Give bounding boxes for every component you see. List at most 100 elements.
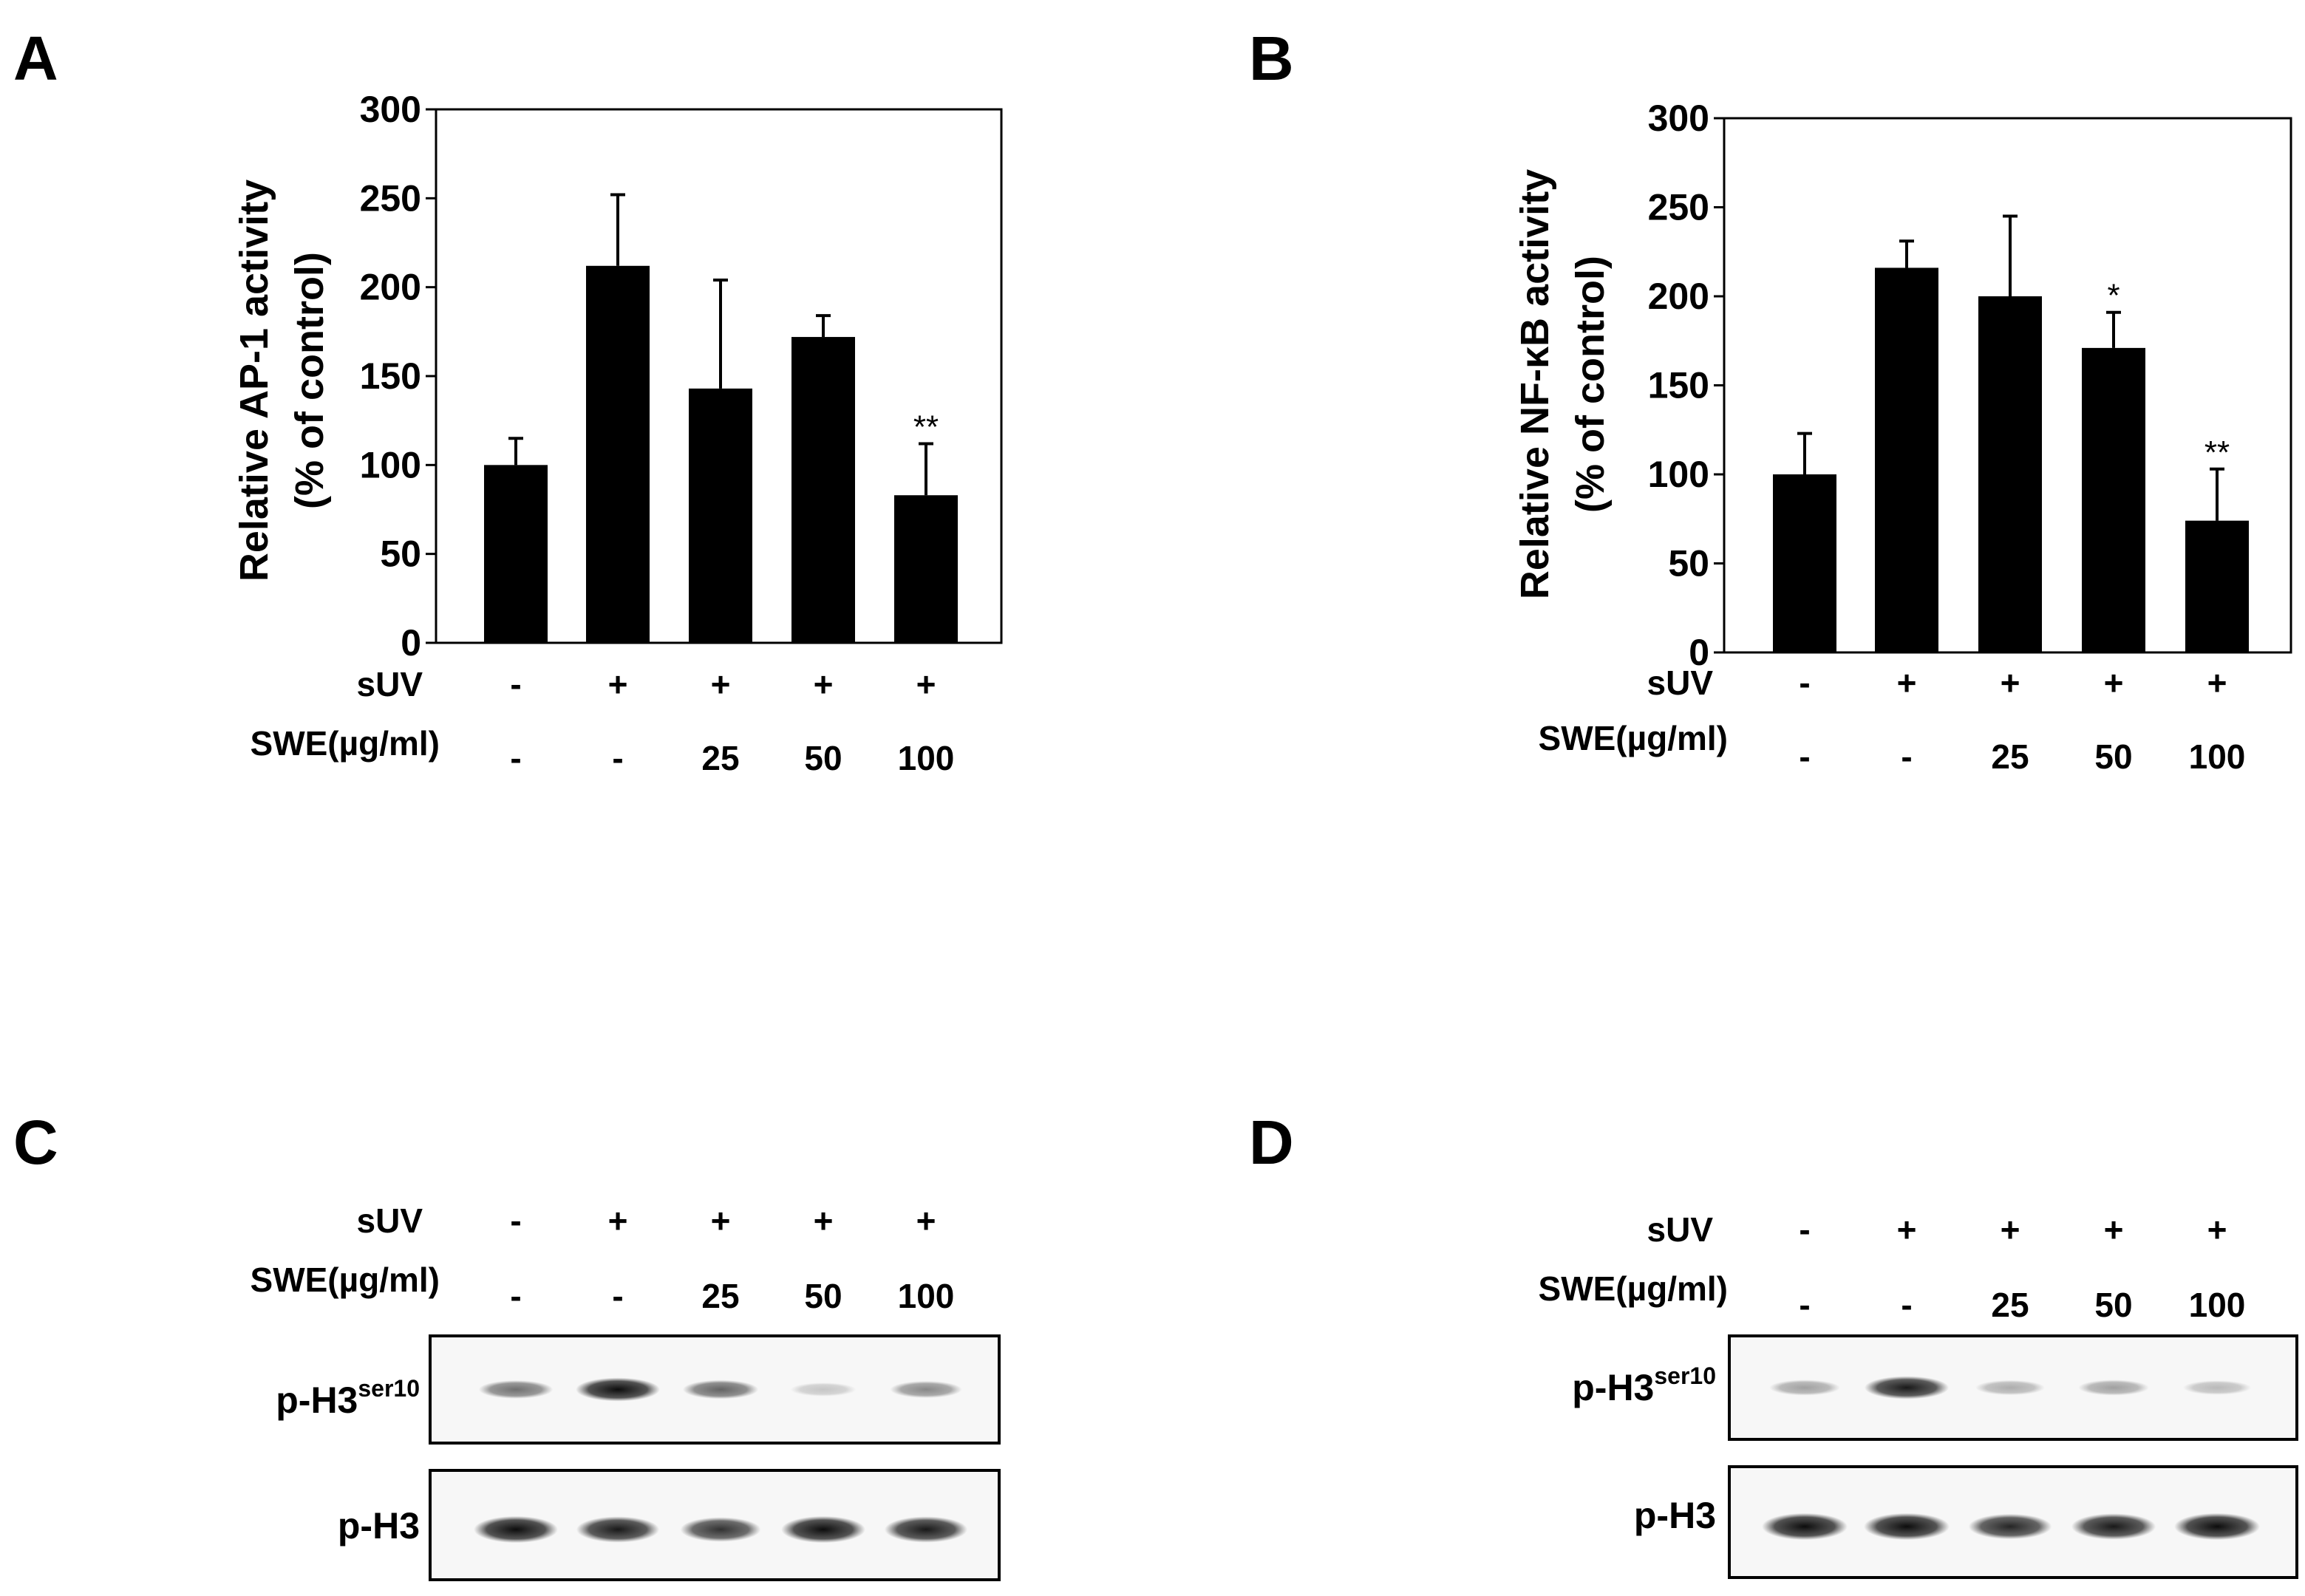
- bar-a: [484, 465, 548, 643]
- blot-band-ph3-d: [1762, 1513, 1848, 1541]
- bar-b: [1875, 267, 1938, 652]
- blot-band-pser10-d: [1975, 1380, 2046, 1396]
- suv-row-label-c: sUV: [357, 1201, 423, 1240]
- swe-value-a: -: [510, 739, 521, 777]
- suv-value-c: +: [916, 1201, 936, 1240]
- y-tick-label-b: 250: [1648, 187, 1709, 228]
- suv-value-c: -: [510, 1201, 521, 1240]
- panel-d: D sUV SWE(µg/ml) - + + + + - - 25 50 100 p-H3ser1…: [1249, 1108, 2298, 1579]
- swe-value-a: 50: [804, 739, 842, 777]
- blot-band-pser10-d: [1864, 1376, 1950, 1399]
- western-blot-c: [429, 1334, 1001, 1581]
- blot-band-ph3-d: [2071, 1513, 2156, 1540]
- suv-value-b: -: [1799, 664, 1810, 702]
- y-tick-label-a: 0: [401, 622, 421, 664]
- bar-b: [2082, 347, 2145, 652]
- panel-letter-d: D: [1249, 1108, 1294, 1177]
- blot-label-pser10-c: p-H3ser10: [276, 1375, 420, 1421]
- suv-value-a: +: [916, 665, 936, 703]
- swe-value-b: -: [1799, 737, 1810, 776]
- blot-band-ph3-c: [576, 1516, 660, 1543]
- significance-marker-b: *: [2107, 278, 2120, 314]
- panel-b: B Relative NF-κB activity (% of control)…: [1249, 24, 2292, 776]
- suv-value-d: -: [1799, 1210, 1810, 1249]
- suv-value-d: +: [2104, 1210, 2124, 1249]
- suv-value-a: +: [608, 665, 628, 703]
- swe-value-c: -: [510, 1277, 521, 1315]
- swe-value-b: 25: [1991, 737, 2029, 776]
- western-blot-d: [1728, 1334, 2298, 1579]
- blot-band-pser10-d: [1769, 1380, 1840, 1396]
- significance-marker-a: **: [913, 409, 939, 445]
- y-tick-label-b: 100: [1648, 454, 1709, 495]
- blot-band-ph3-c: [781, 1515, 865, 1544]
- blot-label-ph3-c: p-H3: [338, 1505, 420, 1546]
- blot-label-ph3-d: p-H3: [1634, 1495, 1716, 1536]
- y-axis-label-b-line1: Relative NF-κB activity: [1513, 169, 1557, 599]
- y-tick-label-a: 300: [360, 89, 421, 130]
- blot-band-pser10-d: [2182, 1380, 2252, 1395]
- y-tick-label-b: 150: [1648, 365, 1709, 406]
- condition-labels-d: - + + + + - - 25 50 100: [1799, 1210, 2245, 1324]
- bar-b: [1773, 474, 1836, 652]
- swe-value-c: -: [612, 1277, 623, 1315]
- bar-b: [2185, 520, 2249, 652]
- blot-band-ph3-c: [884, 1516, 968, 1543]
- suv-value-b: +: [1897, 664, 1917, 702]
- bar-a: [586, 265, 650, 643]
- blot-band-pser10-c: [790, 1382, 857, 1396]
- suv-value-d: +: [1897, 1210, 1917, 1249]
- blot-band-ph3-c: [680, 1517, 761, 1542]
- swe-row-label-b: SWE(µg/ml): [1539, 719, 1728, 757]
- suv-value-b: +: [2001, 664, 2020, 702]
- y-tick-label-b: 200: [1648, 276, 1709, 317]
- blot-band-pser10-c: [890, 1380, 962, 1399]
- suv-value-d: +: [2001, 1210, 2020, 1249]
- swe-value-b: -: [1901, 737, 1912, 776]
- swe-row-label-d: SWE(µg/ml): [1539, 1269, 1728, 1308]
- panel-a: A Relative AP-1 activity (% of control) …: [13, 24, 1003, 777]
- bar-a: [689, 388, 752, 643]
- swe-value-d: -: [1901, 1286, 1912, 1324]
- blot-band-pser10-d: [2078, 1380, 2149, 1396]
- swe-value-c: 25: [701, 1277, 739, 1315]
- swe-value-b: 100: [2189, 737, 2246, 776]
- bar-b: [1978, 296, 2042, 652]
- blot-band-ph3-c: [474, 1515, 558, 1544]
- swe-value-d: 100: [2189, 1286, 2246, 1324]
- condition-labels-b: - + + + + - - 25 50 100: [1799, 664, 2245, 776]
- swe-row-label-a: SWE(µg/ml): [251, 724, 440, 763]
- y-tick-label-b: 50: [1668, 543, 1709, 584]
- bar-a: [894, 495, 958, 643]
- plot-area-a: 0 50 100 150 200 250 300 **: [360, 89, 1003, 664]
- panel-letter-b: B: [1249, 24, 1294, 93]
- bar-a: [791, 337, 855, 643]
- suv-value-a: +: [711, 665, 731, 703]
- y-tick-label-a: 250: [360, 177, 421, 219]
- condition-labels-c: - + + + + - - 25 50 100: [510, 1201, 954, 1315]
- panel-letter-a: A: [13, 24, 58, 93]
- suv-value-c: +: [711, 1201, 731, 1240]
- suv-value-b: +: [2104, 664, 2124, 702]
- swe-value-d: 25: [1991, 1286, 2029, 1324]
- y-axis-label-b-line2: (% of control): [1568, 256, 1613, 513]
- panel-c: C sUV SWE(µg/ml) - + + + + - - 25 50 100 p-H3ser1…: [13, 1108, 1001, 1581]
- swe-value-c: 50: [804, 1277, 842, 1315]
- swe-value-b: 50: [2094, 737, 2132, 776]
- y-tick-label-a: 100: [360, 444, 421, 485]
- y-tick-label-a: 50: [380, 533, 421, 575]
- y-axis-label-a-line1: Relative AP-1 activity: [232, 180, 276, 582]
- suv-row-label-b: sUV: [1647, 664, 1714, 702]
- suv-row-label-a: sUV: [357, 665, 423, 703]
- suv-value-a: +: [814, 665, 834, 703]
- y-tick-label-a: 200: [360, 267, 421, 308]
- blot-band-pser10-c: [682, 1380, 759, 1399]
- suv-value-c: +: [608, 1201, 628, 1240]
- y-tick-label-b: 0: [1689, 632, 1709, 673]
- blot-band-ph3-d: [1864, 1513, 1950, 1541]
- y-tick-label-a: 150: [360, 355, 421, 397]
- swe-value-a: -: [612, 739, 623, 777]
- blot-band-pser10-c: [478, 1380, 554, 1399]
